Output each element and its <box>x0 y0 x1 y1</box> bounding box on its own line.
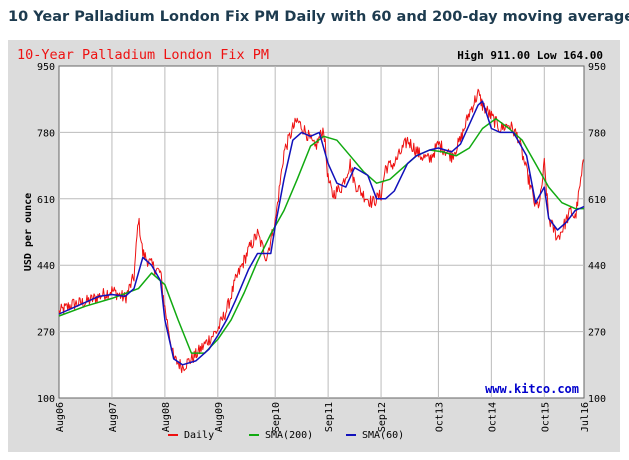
x-tick-label: Sep10 <box>271 402 282 432</box>
x-tick-label: Aug07 <box>108 402 119 432</box>
legend-label-daily: Daily <box>184 430 214 441</box>
chart-title: 10-Year Palladium London Fix PM <box>17 47 269 63</box>
y-tick-label-right: 780 <box>588 128 606 139</box>
x-tick-label: Aug06 <box>55 402 66 432</box>
series-layer <box>58 88 585 374</box>
legend-label-sma-200: SMA(200) <box>265 430 313 441</box>
x-tick-label: Sep12 <box>377 402 388 432</box>
watermark: www.kitco.com <box>485 382 579 396</box>
y-tick-label-left: 270 <box>37 328 55 339</box>
legend-label-sma-60: SMA(60) <box>362 430 404 441</box>
grid <box>59 66 584 398</box>
x-tick-label: Oct15 <box>540 402 551 432</box>
series-line-sma-200 <box>58 117 584 354</box>
y-tick-label-left: 780 <box>37 128 55 139</box>
plot-area <box>58 65 585 399</box>
x-tick-label: Jul16 <box>580 402 591 432</box>
x-tick-label: Sep11 <box>324 402 335 432</box>
y-tick-label-right: 270 <box>588 328 606 339</box>
y-tick-label-left: 100 <box>37 394 55 405</box>
y-tick-label-left: 610 <box>37 195 55 206</box>
y-tick-label-left: 440 <box>37 261 55 272</box>
high-low-label: High 911.00 Low 164.00 <box>457 49 603 62</box>
series-line-sma-60 <box>58 100 585 366</box>
legend: Daily SMA(200) SMA(60) <box>168 430 404 441</box>
y-tick-label-right: 610 <box>588 195 606 206</box>
x-tick-label: Aug08 <box>161 402 172 432</box>
y-tick-label-right: 950 <box>588 62 606 73</box>
x-tick-label: Oct14 <box>487 402 498 432</box>
y-axis-title: USD per ounce <box>23 193 34 271</box>
y-tick-label-right: 440 <box>588 261 606 272</box>
y-tick-label-right: 100 <box>588 394 606 405</box>
y-tick-label-left: 950 <box>37 62 55 73</box>
x-tick-label: Aug09 <box>214 402 225 432</box>
page-title: 10 Year Palladium London Fix PM Daily wi… <box>8 9 629 25</box>
x-tick-label: Oct13 <box>434 402 445 432</box>
